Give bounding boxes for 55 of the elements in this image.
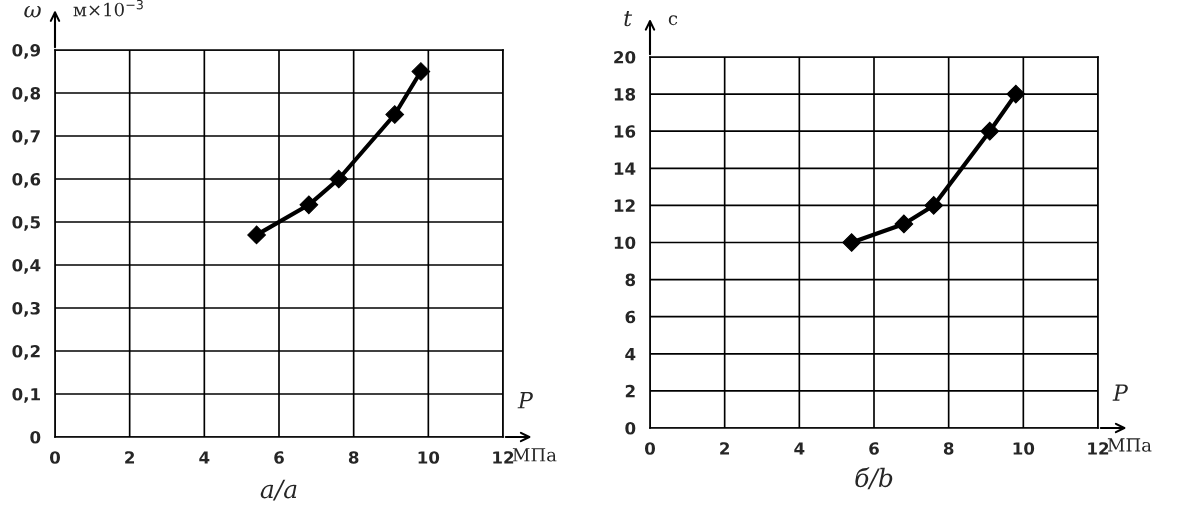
x-axis-title: P — [517, 392, 533, 409]
point — [842, 233, 861, 252]
text: с — [668, 15, 678, 26]
point — [1006, 84, 1026, 104]
y-tick-label: 10 — [614, 236, 636, 250]
text: МПа — [512, 448, 557, 462]
point — [924, 196, 944, 215]
point — [385, 105, 405, 124]
x-tick-label: 12 — [493, 451, 514, 464]
x-tick-label: 0 — [645, 442, 655, 455]
y-tick-label: 18 — [614, 88, 636, 101]
y-tick-label: 20 — [614, 50, 636, 64]
point — [980, 121, 1000, 141]
x-tick-label: 0 — [50, 451, 60, 464]
y-tick-label: 12 — [614, 199, 635, 212]
x-tick-label: 8 — [348, 451, 359, 464]
y-tick-label: 0,5 — [12, 215, 40, 231]
y-tick-label: 0,7 — [12, 129, 40, 145]
x-tick-label: 4 — [794, 442, 805, 455]
text: а/a — [260, 479, 297, 501]
point — [894, 214, 914, 234]
y-tick-label: 16 — [614, 125, 636, 138]
y-tick-label: 0,2 — [12, 344, 40, 360]
x-tick-label: 4 — [199, 451, 210, 464]
text: м×10$^{−3}$ — [73, 0, 143, 17]
point — [299, 195, 319, 215]
text: б/b — [855, 467, 893, 490]
y-tick-label: 0,9 — [12, 43, 41, 59]
text: МПа — [1107, 438, 1152, 452]
y-tick-label: 0,4 — [12, 258, 41, 274]
point — [329, 169, 349, 189]
x-tick-label: 2 — [125, 451, 135, 464]
point — [411, 62, 431, 81]
y-tick-label: 0,3 — [12, 301, 40, 317]
x-axis-title: P — [1112, 384, 1128, 401]
y-tick-label: 14 — [614, 162, 636, 175]
point — [247, 225, 266, 245]
y-tick-label: 0,8 — [12, 86, 41, 102]
y-tick-label: 0,6 — [12, 172, 41, 188]
y-tick-label: 8 — [625, 273, 636, 287]
x-tick-label: 10 — [1013, 442, 1035, 455]
x-tick-label: 10 — [418, 451, 440, 464]
y-tick-label: 0 — [30, 430, 41, 444]
x-tick-label: 6 — [274, 451, 284, 464]
y-tick-label: 0 — [625, 421, 636, 435]
y-tick-label: 2 — [625, 384, 635, 398]
x-tick-label: 8 — [943, 442, 954, 455]
y-axis-title: t — [624, 10, 633, 27]
y-axis-title: ω — [24, 5, 41, 18]
x-tick-label: 12 — [1088, 442, 1109, 455]
x-tick-label: 6 — [869, 442, 879, 455]
y-tick-label: 4 — [625, 347, 636, 361]
y-tick-label: 0,1 — [12, 387, 40, 403]
y-tick-label: 6 — [625, 310, 636, 324]
x-tick-label: 2 — [720, 442, 730, 455]
